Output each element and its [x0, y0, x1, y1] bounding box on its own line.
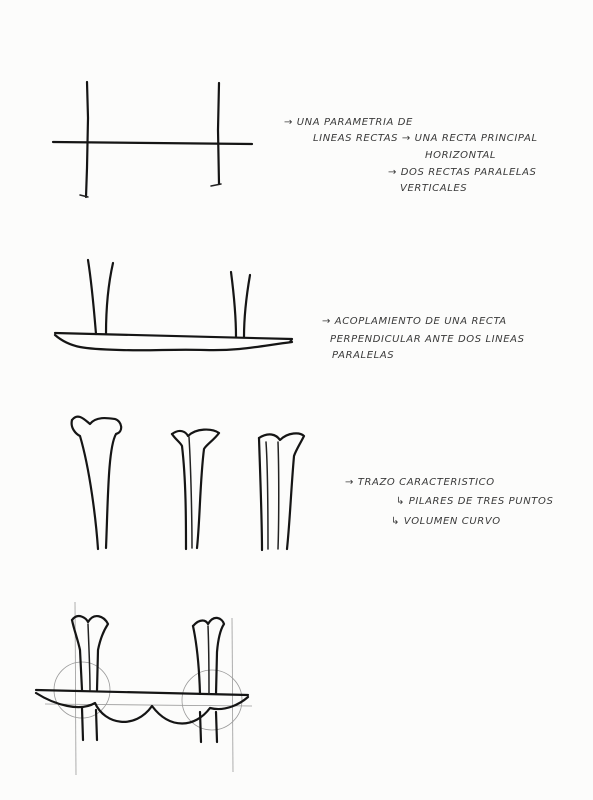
pillar-one-right: [70, 415, 123, 550]
right-post-outer: [229, 270, 238, 339]
combined-right-post-b: [214, 710, 219, 744]
right-vertical-line: [216, 81, 221, 186]
left-post-inner: [104, 261, 115, 336]
pillars-sketch: [70, 415, 306, 552]
grid-note-1: → UNA PARAMETRIA DE: [284, 117, 413, 128]
grid-note-3: HORIZONTAL: [425, 150, 497, 161]
guide-line-a: [74, 601, 77, 776]
guide-line-c: [44, 703, 253, 707]
combined-left-post-b: [94, 708, 99, 742]
combined-left-pillar-left: [70, 618, 84, 692]
grid-note-5: VERTICALES: [400, 183, 468, 194]
right-base-tick: [210, 183, 222, 187]
grid-note-2: LINEAS RECTAS → UNA RECTA PRINCIPAL: [313, 133, 538, 144]
combined-right-pillar-left: [191, 624, 202, 696]
combined-wavy-base: [34, 691, 250, 725]
coupling-note-1: → ACOPLAMIENTO DE UNA RECTA: [322, 316, 507, 327]
coupling-note-2: PERPENDICULAR ANTE DOS LINEAS: [330, 334, 525, 345]
pillar-three-inner-a: [265, 441, 269, 550]
pillar-three-inner-b: [277, 441, 280, 550]
pillars-note-2: ↳ PILARES DE TRES PUNTOS: [396, 496, 554, 507]
combined-left-pillar-middle: [87, 623, 91, 691]
pillar-two-middle: [188, 436, 193, 549]
base-top-line: [53, 331, 294, 344]
horizontal-line: [51, 140, 254, 146]
pillars-note-3: ↳ VOLUMEN CURVO: [391, 516, 501, 527]
pillar-two-right: [170, 428, 221, 550]
combined-right-post-a: [198, 710, 203, 744]
base-bottom-curve: [53, 333, 294, 352]
pillars-note-1: → TRAZO CARACTERISTICO: [345, 477, 495, 488]
pillar-three-left: [257, 436, 264, 552]
combined-left-pillar-right: [70, 614, 110, 692]
grid-note-4: → DOS RECTAS PARALELAS: [388, 167, 537, 178]
coupling-note-3: PARALELAS: [332, 350, 395, 361]
grid-sketch: [51, 80, 254, 199]
left-base-tick: [79, 194, 89, 198]
pillar-three-right: [257, 432, 306, 551]
combined-left-post-a: [80, 706, 85, 742]
pillar-one-left: [70, 418, 100, 551]
combined-right-pillar-middle: [207, 625, 210, 695]
right-post-inner: [242, 273, 252, 339]
guide-circle-right: [181, 669, 243, 731]
combined-right-pillar-right: [191, 616, 226, 696]
left-vertical-line: [84, 80, 90, 199]
coupling-sketch: [53, 258, 294, 352]
combined-top-line: [34, 688, 250, 697]
left-post-outer: [86, 258, 98, 336]
pillar-two-left: [170, 432, 188, 551]
combined-sketch: [34, 601, 253, 776]
